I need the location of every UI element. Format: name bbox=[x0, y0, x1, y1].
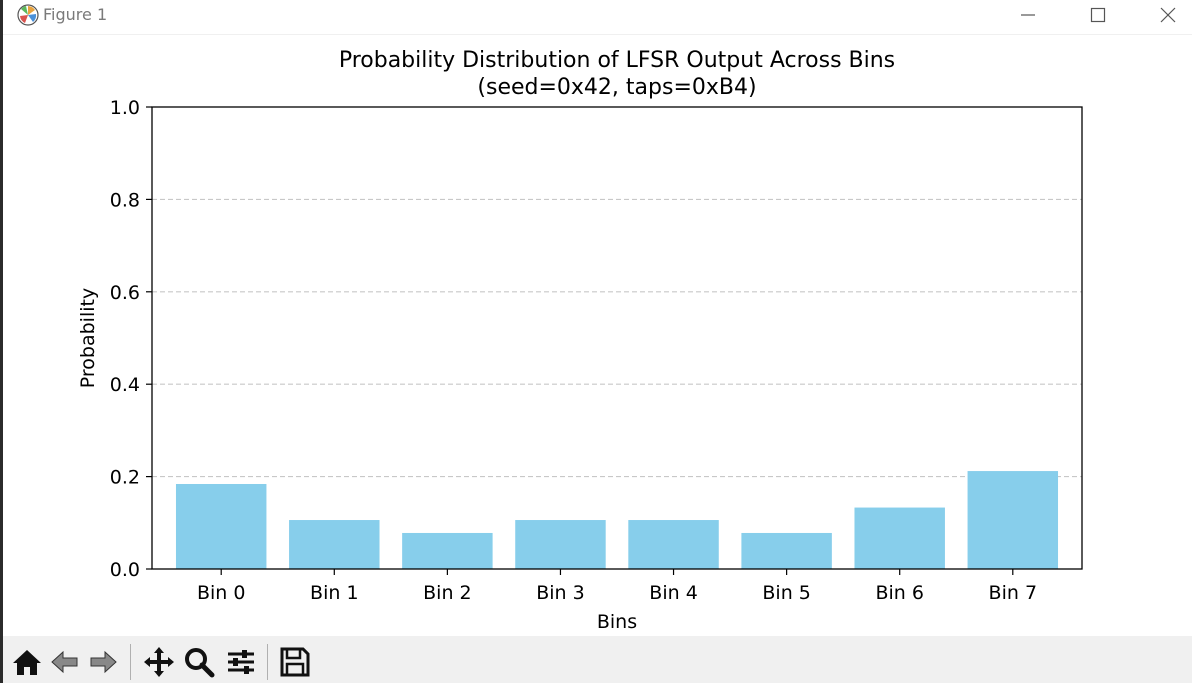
bar-bin-0 bbox=[175, 483, 267, 569]
back-button[interactable] bbox=[47, 644, 83, 680]
title-bar: Figure 1 bbox=[3, 0, 1192, 35]
navigation-toolbar bbox=[3, 636, 1192, 683]
back-arrow-icon bbox=[51, 650, 78, 674]
bar-bin-2 bbox=[402, 532, 493, 569]
x-tick-label: Bin 3 bbox=[536, 582, 584, 604]
forward-arrow-icon bbox=[90, 650, 117, 674]
y-tick-label: 1.0 bbox=[110, 97, 140, 119]
window-title: Figure 1 bbox=[43, 5, 108, 24]
bars bbox=[175, 471, 1059, 569]
home-icon bbox=[13, 650, 41, 675]
forward-button[interactable] bbox=[85, 644, 121, 680]
y-tick-label: 0.4 bbox=[110, 374, 140, 396]
y-axis-label: Probability bbox=[77, 288, 99, 388]
maximize-button[interactable] bbox=[1075, 0, 1121, 30]
save-icon bbox=[280, 647, 310, 677]
bar-bin-1 bbox=[289, 520, 380, 569]
zoom-button[interactable] bbox=[181, 644, 217, 680]
configure-subplots-icon bbox=[228, 650, 254, 674]
y-axis-ticks: 0.0 0.2 0.4 0.6 0.8 1.0 bbox=[110, 97, 152, 581]
grid-lines bbox=[152, 198, 1082, 478]
chart-title: Probability Distribution of LFSR Output … bbox=[339, 48, 895, 73]
matplotlib-logo-icon bbox=[16, 3, 40, 27]
toolbar-separator bbox=[130, 644, 131, 680]
toolbar-separator bbox=[267, 644, 268, 680]
x-tick-label: Bin 7 bbox=[989, 582, 1037, 604]
x-tick-label: Bin 4 bbox=[649, 582, 697, 604]
bar-bin-5 bbox=[741, 532, 832, 569]
y-tick-label: 0.2 bbox=[110, 467, 140, 489]
x-axis-ticks: Bin 0 Bin 1 Bin 2 Bin 3 Bin 4 Bin 5 Bin 6 Bin 7 bbox=[197, 569, 1037, 604]
minimize-button[interactable] bbox=[1005, 0, 1051, 30]
figure-canvas: Probability Distribution of LFSR Output … bbox=[3, 35, 1192, 636]
y-tick-label: 0.8 bbox=[110, 189, 140, 211]
pan-button[interactable] bbox=[141, 644, 177, 680]
close-button[interactable] bbox=[1145, 0, 1191, 30]
x-tick-label: Bin 5 bbox=[762, 582, 810, 604]
save-button[interactable] bbox=[277, 644, 313, 680]
bar-bin-4 bbox=[628, 520, 719, 569]
pan-icon bbox=[144, 647, 174, 677]
maximize-icon bbox=[1090, 7, 1106, 23]
window-left-edge bbox=[0, 0, 3, 683]
x-tick-label: Bin 1 bbox=[310, 582, 358, 604]
y-tick-label: 0.0 bbox=[110, 559, 140, 581]
y-tick-label: 0.6 bbox=[110, 282, 140, 304]
home-button[interactable] bbox=[9, 644, 45, 680]
bar-bin-3 bbox=[515, 520, 606, 569]
chart-subtitle: (seed=0x42, taps=0xB4) bbox=[477, 75, 756, 100]
bar-chart: Probability Distribution of LFSR Output … bbox=[77, 48, 1083, 633]
bar-bin-7 bbox=[967, 471, 1059, 569]
minimize-icon bbox=[1021, 14, 1035, 16]
close-icon bbox=[1160, 7, 1176, 23]
x-tick-label: Bin 0 bbox=[197, 582, 245, 604]
configure-subplots-button[interactable] bbox=[223, 644, 259, 680]
zoom-icon bbox=[185, 648, 215, 678]
plot-frame bbox=[151, 106, 1083, 570]
x-tick-label: Bin 6 bbox=[875, 582, 923, 604]
x-tick-label: Bin 2 bbox=[423, 582, 471, 604]
bar-bin-6 bbox=[854, 507, 945, 569]
x-axis-label: Bins bbox=[597, 611, 637, 633]
